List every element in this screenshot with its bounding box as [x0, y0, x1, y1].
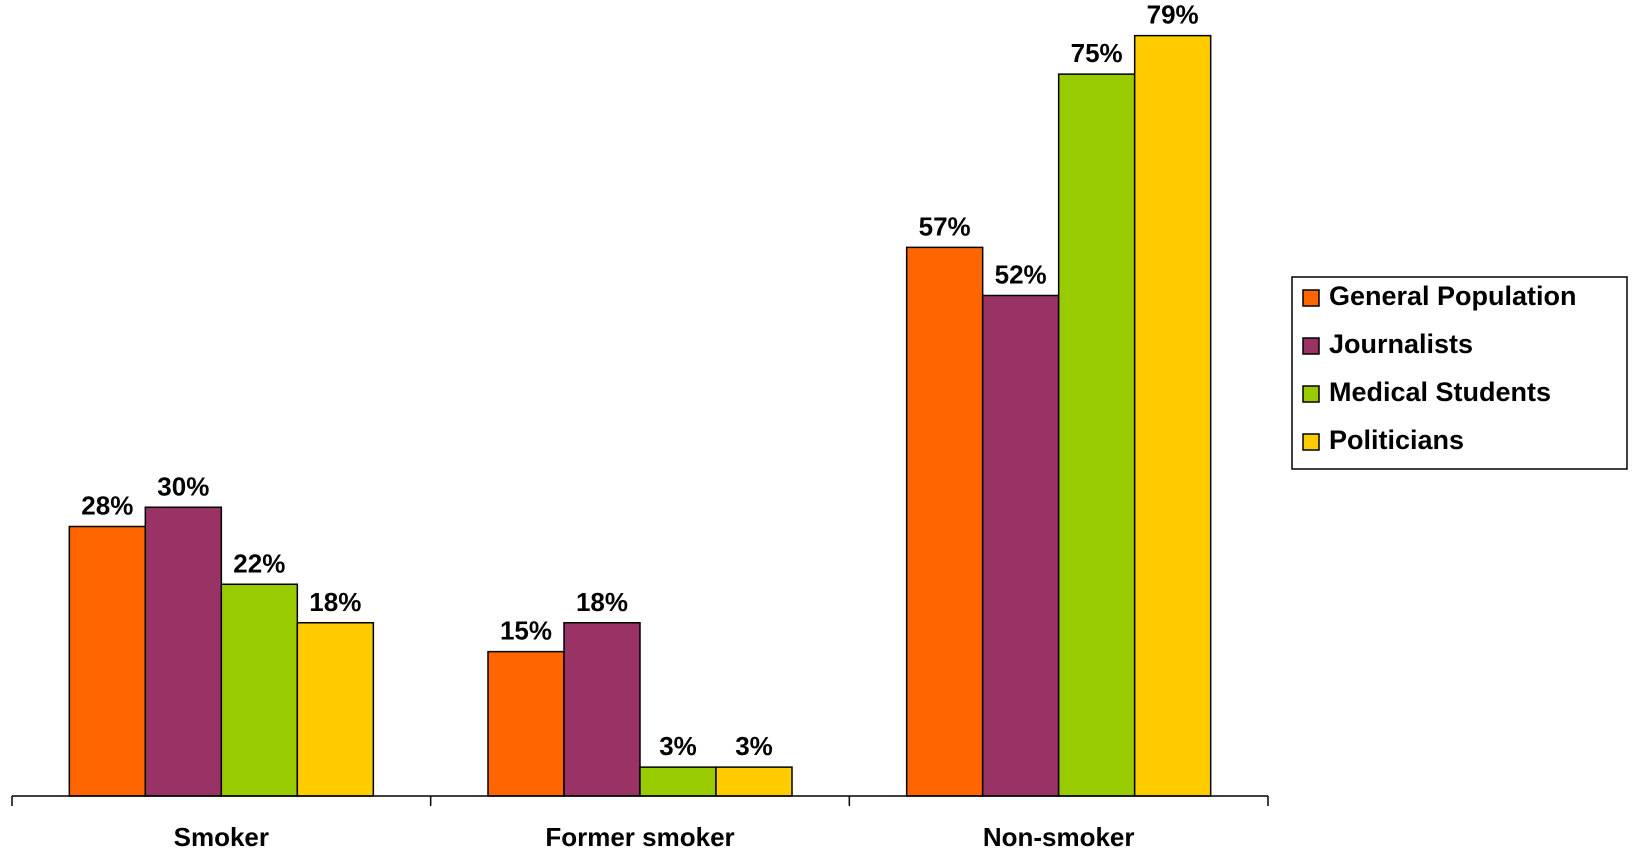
bar-politicians-non-smoker — [1133, 34, 1212, 797]
bar-journalists-former-smoker — [563, 622, 641, 797]
legend-label: General Population — [1329, 281, 1577, 311]
legend-label: Medical Students — [1329, 377, 1551, 407]
data-label: 3% — [735, 731, 773, 761]
data-label: 15% — [500, 616, 552, 646]
legend-item-medical-students: Medical Students — [1302, 377, 1551, 407]
bars-layer — [68, 34, 1212, 797]
data-label: 30% — [157, 471, 209, 501]
bar-medical-students-former-smoker — [639, 766, 717, 797]
data-label: 79% — [1147, 0, 1199, 30]
legend-swatch — [1302, 433, 1320, 451]
data-label: 18% — [576, 587, 628, 617]
legend-swatch — [1302, 385, 1320, 403]
data-label: 52% — [995, 260, 1047, 290]
bar-journalists-non-smoker — [981, 294, 1060, 797]
legend-items: General Population Journalists Medical Stu… — [1302, 281, 1577, 455]
bar-medical-students-non-smoker — [1057, 73, 1136, 797]
x-tick-label-non-smoker: Non-smoker — [983, 822, 1135, 852]
legend-swatch — [1302, 337, 1320, 355]
legend-item-general-population: General Population — [1302, 281, 1577, 311]
legend: General Population Journalists Medical Stu… — [1291, 276, 1628, 470]
data-label: 57% — [919, 211, 971, 241]
x-axis — [11, 795, 1269, 806]
x-tick-label-former-smoker: Former smoker — [545, 822, 734, 852]
legend-label: Journalists — [1329, 329, 1473, 359]
value-labels-layer: 28% 30% 22% 18% 15% 18% 3% 3% 57% 52% 75% 79% — [81, 0, 1198, 761]
bar-general-population-non-smoker — [905, 246, 984, 797]
data-label: 22% — [233, 548, 285, 578]
data-label: 18% — [309, 587, 361, 617]
bar-politicians-former-smoker — [715, 766, 793, 797]
bar-politicians-smoker — [296, 622, 375, 797]
bar-general-population-smoker — [68, 525, 147, 797]
legend-swatch — [1302, 289, 1320, 307]
data-label: 3% — [659, 731, 697, 761]
data-label: 75% — [1071, 38, 1123, 68]
bar-journalists-smoker — [144, 506, 223, 797]
bar-medical-students-smoker — [220, 583, 299, 797]
category-labels-layer: Smoker Former smoker Non-smoker — [174, 822, 1135, 852]
legend-label: Politicians — [1329, 425, 1464, 455]
bar-general-population-former-smoker — [487, 650, 565, 797]
legend-frame — [1291, 276, 1628, 470]
legend-item-journalists: Journalists — [1302, 329, 1473, 359]
data-label: 28% — [81, 491, 133, 521]
legend-item-politicians: Politicians — [1302, 425, 1464, 455]
x-tick-label-smoker: Smoker — [174, 822, 269, 852]
